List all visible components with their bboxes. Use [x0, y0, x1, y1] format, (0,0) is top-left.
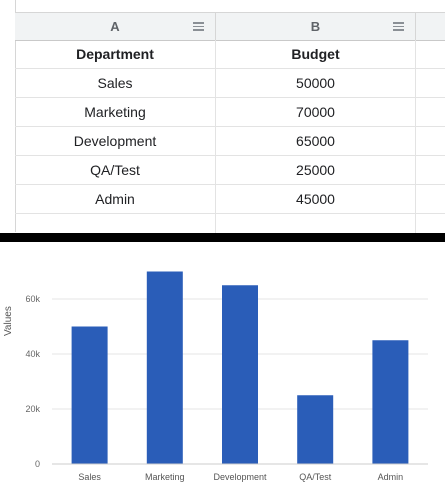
divider-bar: [0, 233, 445, 242]
column-header-a[interactable]: A: [15, 13, 216, 40]
column-menu-icon[interactable]: [193, 22, 204, 31]
cell[interactable]: 65000: [216, 127, 416, 155]
table-row: Admin 45000: [15, 185, 445, 214]
bar-chart: 0 20k 40k 60k Sales Marketing Development QA/Te…: [0, 242, 445, 492]
cell[interactable]: Development: [15, 127, 216, 155]
x-tick-label: Development: [213, 472, 267, 482]
cell[interactable]: 70000: [216, 98, 416, 126]
y-tick-label: 0: [35, 459, 40, 469]
cell[interactable]: 25000: [216, 156, 416, 184]
y-tick-label: 20k: [25, 404, 40, 414]
grid-body: Department Budget Sales 50000 Marketing …: [15, 40, 445, 243]
column-header-b[interactable]: B: [216, 13, 416, 40]
cell[interactable]: Marketing: [15, 98, 216, 126]
cell[interactable]: [416, 185, 445, 213]
bar-marketing[interactable]: [146, 271, 183, 465]
cell[interactable]: [15, 214, 216, 242]
table-row: QA/Test 25000: [15, 156, 445, 185]
bar-admin[interactable]: [372, 340, 409, 464]
column-header-row: A B: [15, 12, 445, 41]
table-row: Marketing 70000: [15, 98, 445, 127]
x-tick-label: Admin: [378, 472, 404, 482]
x-tick-label: Sales: [78, 472, 101, 482]
column-header-c[interactable]: [416, 13, 445, 40]
cell[interactable]: Sales: [15, 69, 216, 97]
bar-sales[interactable]: [71, 326, 108, 465]
cell[interactable]: Admin: [15, 185, 216, 213]
cell[interactable]: [216, 214, 416, 242]
bar-development[interactable]: [222, 285, 258, 464]
cell[interactable]: QA/Test: [15, 156, 216, 184]
x-tick-label: QA/Test: [299, 472, 332, 482]
cell[interactable]: Department: [15, 40, 216, 68]
column-menu-icon[interactable]: [393, 22, 404, 31]
row-number-gutter: [0, 0, 16, 232]
cell[interactable]: [416, 69, 445, 97]
cell[interactable]: [416, 127, 445, 155]
table-row: Development 65000: [15, 127, 445, 156]
spreadsheet: A B Department Budget Sales 50000 Market…: [0, 0, 445, 243]
column-header-label: B: [310, 19, 321, 34]
cell[interactable]: [416, 98, 445, 126]
y-axis-title: Values: [3, 306, 14, 336]
column-header-label: A: [110, 19, 120, 34]
bar-qa-test[interactable]: [297, 395, 334, 464]
chart-canvas: 0 20k 40k 60k Sales Marketing Development QA/Te…: [25, 271, 428, 482]
y-tick-label: 40k: [25, 349, 40, 359]
y-tick-label: 60k: [25, 294, 40, 304]
cell[interactable]: 50000: [216, 69, 416, 97]
table-row: Sales 50000: [15, 69, 445, 98]
table-row: Department Budget: [15, 40, 445, 69]
cell[interactable]: Budget: [216, 40, 416, 68]
cell[interactable]: [416, 40, 445, 68]
cell[interactable]: [416, 156, 445, 184]
x-tick-label: Marketing: [145, 472, 185, 482]
cell[interactable]: 45000: [216, 185, 416, 213]
